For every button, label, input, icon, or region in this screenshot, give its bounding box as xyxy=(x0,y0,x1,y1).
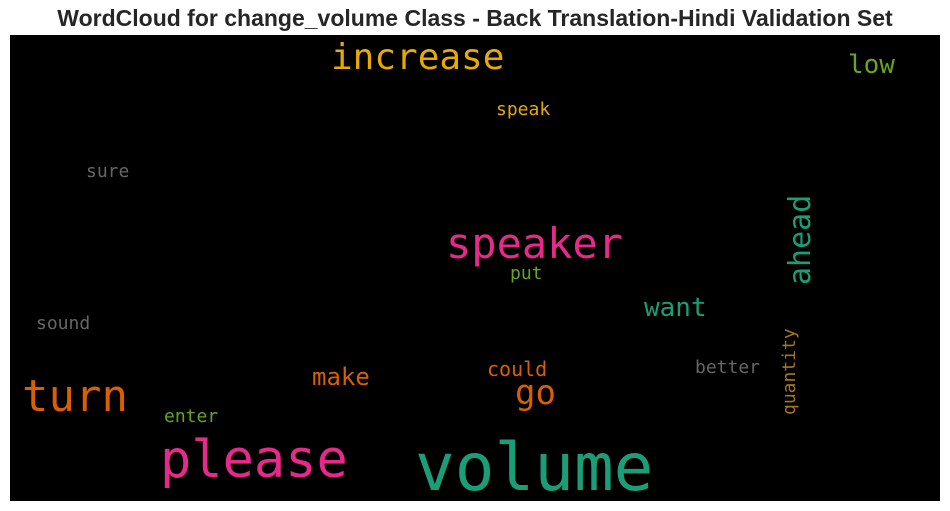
word-volume: volume xyxy=(415,429,653,501)
word-enter: enter xyxy=(164,406,218,427)
word-could: could xyxy=(487,357,547,381)
word-make: make xyxy=(312,363,370,391)
word-speak: speak xyxy=(496,99,550,120)
word-want: want xyxy=(644,293,707,323)
wordcloud-canvas: volume please turn speaker increase ahead go wa… xyxy=(10,35,940,501)
word-turn: turn xyxy=(22,371,128,422)
word-low: low xyxy=(848,50,895,80)
word-better: better xyxy=(695,357,760,378)
word-go: go xyxy=(515,373,556,413)
word-quantity: quantity xyxy=(779,328,800,415)
word-sound: sound xyxy=(36,313,90,334)
chart-title: WordCloud for change_volume Class - Back… xyxy=(57,5,893,31)
word-ahead: ahead xyxy=(783,195,818,285)
word-increase: increase xyxy=(331,37,504,78)
word-please: please xyxy=(160,430,348,490)
word-sure: sure xyxy=(86,161,129,182)
wordcloud-svg: volume please turn speaker increase ahead go wa… xyxy=(22,37,895,501)
word-put: put xyxy=(510,263,543,284)
word-speaker: speaker xyxy=(446,219,623,268)
